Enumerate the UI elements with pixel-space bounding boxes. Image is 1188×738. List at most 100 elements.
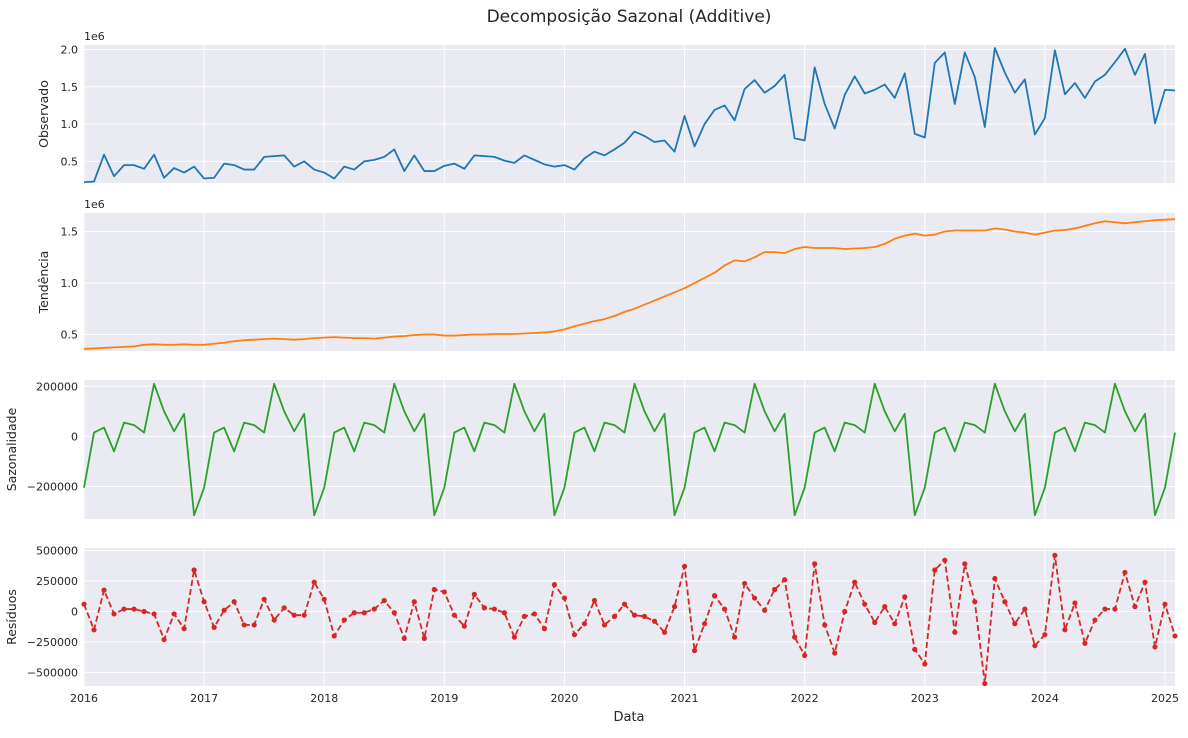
data-point [912, 646, 918, 652]
data-point [731, 634, 738, 640]
data-point [1152, 644, 1158, 650]
data-point [91, 627, 97, 633]
data-point [171, 611, 177, 617]
data-point [561, 595, 568, 601]
plot-area [84, 548, 1175, 686]
data-point [161, 636, 167, 643]
subplot-1: 0.5 1.0 1.5 2.0 1e6 Observado [36, 30, 1176, 184]
x-tick-label: 2025 [1151, 692, 1179, 705]
y-axis-label: Tendência [36, 251, 51, 315]
data-point [581, 621, 588, 627]
y-axis-label: Resíduos [4, 589, 19, 645]
data-point [491, 606, 497, 612]
data-point [721, 606, 728, 612]
data-point [782, 577, 788, 583]
data-point [922, 661, 928, 667]
data-point [531, 611, 538, 617]
data-point [101, 587, 107, 593]
x-tick-label: 2017 [190, 692, 218, 705]
data-point [1092, 617, 1098, 623]
data-point [772, 586, 778, 593]
data-point [201, 599, 207, 605]
data-point [1062, 627, 1068, 633]
x-tick-label: 2024 [1031, 692, 1059, 705]
x-axis-label: Data [613, 710, 644, 725]
data-point [1022, 606, 1028, 612]
data-point [551, 582, 558, 588]
data-point [1172, 633, 1178, 639]
data-point [762, 607, 768, 613]
data-point [742, 580, 748, 587]
y-tick-label: 0.5 [61, 329, 79, 342]
data-point [511, 634, 517, 640]
data-point [541, 626, 548, 632]
data-point [792, 634, 798, 640]
data-point [1012, 621, 1018, 627]
data-point [331, 633, 337, 639]
y-tick-label: 1.0 [61, 118, 79, 131]
data-point [421, 635, 427, 641]
data-point [1122, 569, 1128, 576]
x-tick-label: 2023 [911, 692, 939, 705]
data-point [191, 567, 197, 573]
data-point [711, 593, 718, 599]
series-line [83, 218, 1176, 350]
data-point [1142, 579, 1148, 585]
data-point [361, 610, 367, 616]
axis-offset-label: 1e6 [84, 30, 105, 43]
data-point [982, 680, 988, 687]
data-point [481, 605, 487, 611]
data-point [822, 622, 828, 628]
subplot-3: −200000 0 200000 Sazonalidade [4, 380, 1176, 519]
y-axis-label: Sazonalidade [4, 407, 19, 491]
data-point [802, 652, 808, 659]
data-point [1102, 606, 1108, 612]
data-point [311, 579, 317, 585]
data-point [391, 610, 397, 616]
data-point [882, 604, 888, 610]
data-point [401, 635, 407, 641]
x-tick-label: 2021 [671, 692, 699, 705]
data-point [451, 612, 457, 618]
subplot-4: −500000 −250000 0 250000 500000 Resíduos [4, 544, 1178, 687]
y-tick-label: 500000 [36, 544, 78, 557]
data-point [892, 621, 898, 627]
data-point [141, 608, 147, 615]
y-tick-label: 0 [71, 606, 78, 619]
y-axis-label: Observado [36, 80, 51, 148]
data-point [1132, 604, 1138, 610]
y-tick-label: 1.0 [61, 277, 79, 290]
data-point [631, 612, 638, 618]
x-tick-label: 2016 [70, 692, 98, 705]
data-point [181, 626, 187, 632]
data-point [611, 613, 618, 619]
data-point [661, 629, 668, 635]
data-point [862, 601, 868, 607]
data-point [1162, 601, 1168, 607]
data-point [211, 624, 217, 630]
data-point [1002, 599, 1008, 605]
data-point [902, 594, 908, 600]
data-point [942, 557, 948, 563]
plot-area [84, 380, 1175, 519]
data-point [381, 597, 387, 604]
data-point [281, 605, 287, 611]
data-point [321, 596, 327, 602]
data-point [261, 596, 267, 602]
data-point [571, 632, 578, 638]
data-point [641, 613, 648, 619]
data-point [952, 629, 958, 635]
y-tick-label: 200000 [36, 380, 78, 393]
data-point [241, 622, 247, 628]
y-tick-label: −250000 [27, 636, 78, 649]
data-point [151, 611, 157, 617]
y-tick-label: 1.5 [61, 81, 79, 94]
data-point [351, 610, 357, 616]
data-point [812, 561, 818, 567]
data-point [121, 606, 127, 612]
data-point [431, 586, 437, 593]
series-line [83, 47, 1176, 184]
y-tick-label: 250000 [36, 575, 78, 588]
